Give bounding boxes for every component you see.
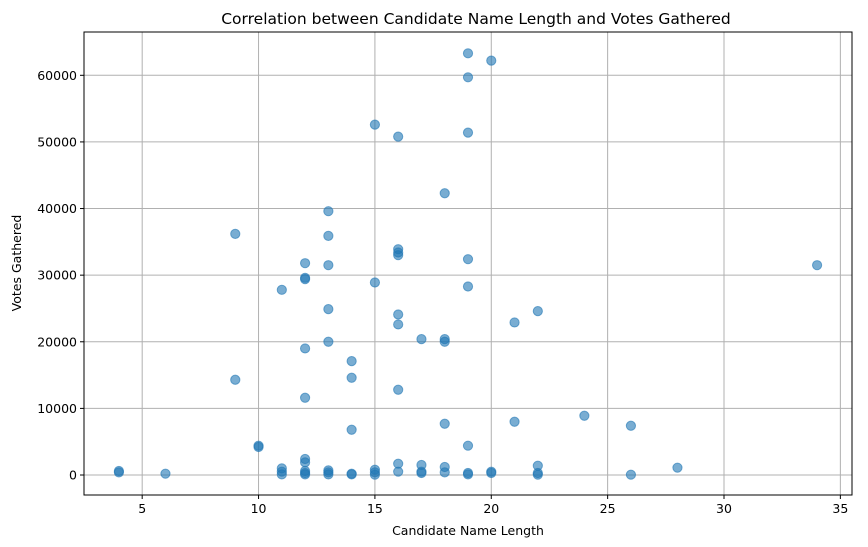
data-point [625, 469, 637, 480]
data-point [416, 467, 427, 479]
data-point [369, 469, 381, 480]
data-points [113, 48, 823, 480]
y-tick-label: 60000 [37, 68, 77, 83]
data-point [509, 416, 520, 427]
data-point [299, 258, 311, 269]
y-tick-label: 40000 [37, 201, 77, 216]
data-point [416, 334, 427, 345]
y-tick-label: 10000 [37, 401, 77, 416]
data-point [369, 119, 381, 130]
x-tick-label: 15 [367, 501, 383, 516]
data-point [532, 306, 543, 317]
data-point [113, 467, 125, 478]
data-point [299, 274, 311, 285]
data-point [323, 336, 334, 347]
x-tick-label: 35 [832, 501, 848, 516]
data-point [253, 441, 264, 453]
data-point [160, 468, 171, 479]
data-point [439, 467, 450, 478]
data-point [509, 317, 520, 328]
data-point [393, 309, 404, 320]
chart-title: Correlation between Candidate Name Lengt… [221, 10, 731, 28]
data-point [393, 466, 404, 477]
data-point [369, 277, 381, 288]
data-point [393, 319, 404, 330]
data-point [299, 343, 311, 354]
data-point [323, 260, 334, 271]
data-point [393, 250, 404, 261]
data-point [230, 228, 241, 239]
data-point [811, 260, 823, 271]
y-tick-label: 20000 [37, 334, 77, 349]
data-point [486, 55, 497, 66]
data-point [346, 355, 357, 367]
data-point [462, 127, 474, 138]
data-point [439, 336, 450, 347]
x-tick-label: 25 [600, 501, 616, 516]
data-point [323, 206, 334, 217]
y-tick-label: 50000 [37, 134, 77, 149]
x-tick-label: 20 [483, 501, 499, 516]
y-tick-label: 30000 [37, 268, 77, 283]
y-axis-label: Votes Gathered [9, 215, 24, 312]
data-point [486, 467, 497, 479]
data-point [579, 410, 590, 421]
data-point [532, 469, 543, 480]
data-point [462, 469, 474, 480]
data-point [462, 440, 474, 451]
data-point [625, 420, 637, 431]
data-point [299, 392, 311, 403]
data-point [276, 469, 287, 480]
data-point [462, 281, 474, 292]
data-point [439, 418, 450, 429]
data-point [439, 188, 450, 199]
x-tick-label: 5 [138, 501, 146, 516]
x-tick-label: 10 [251, 501, 267, 516]
data-point [323, 304, 334, 315]
x-tick-label: 30 [716, 501, 732, 516]
axis-ticks: 5 10 15 20 25 30 35 0 10000 20000 30000 40000 50000 6… [37, 68, 848, 516]
data-point [672, 462, 683, 473]
data-point [299, 469, 311, 480]
data-point [230, 374, 241, 385]
data-point [323, 469, 334, 480]
data-point [346, 372, 357, 383]
data-point [462, 72, 474, 83]
data-point [276, 284, 287, 295]
data-point [462, 48, 474, 59]
data-point [393, 384, 404, 395]
data-point [393, 131, 404, 142]
data-point [323, 230, 334, 241]
y-tick-label: 0 [69, 468, 77, 483]
data-point [299, 457, 311, 468]
plot-frame [83, 31, 853, 496]
x-axis-label: Candidate Name Length [392, 523, 544, 538]
data-point [346, 424, 357, 435]
data-point [462, 254, 474, 265]
data-point [346, 469, 357, 480]
